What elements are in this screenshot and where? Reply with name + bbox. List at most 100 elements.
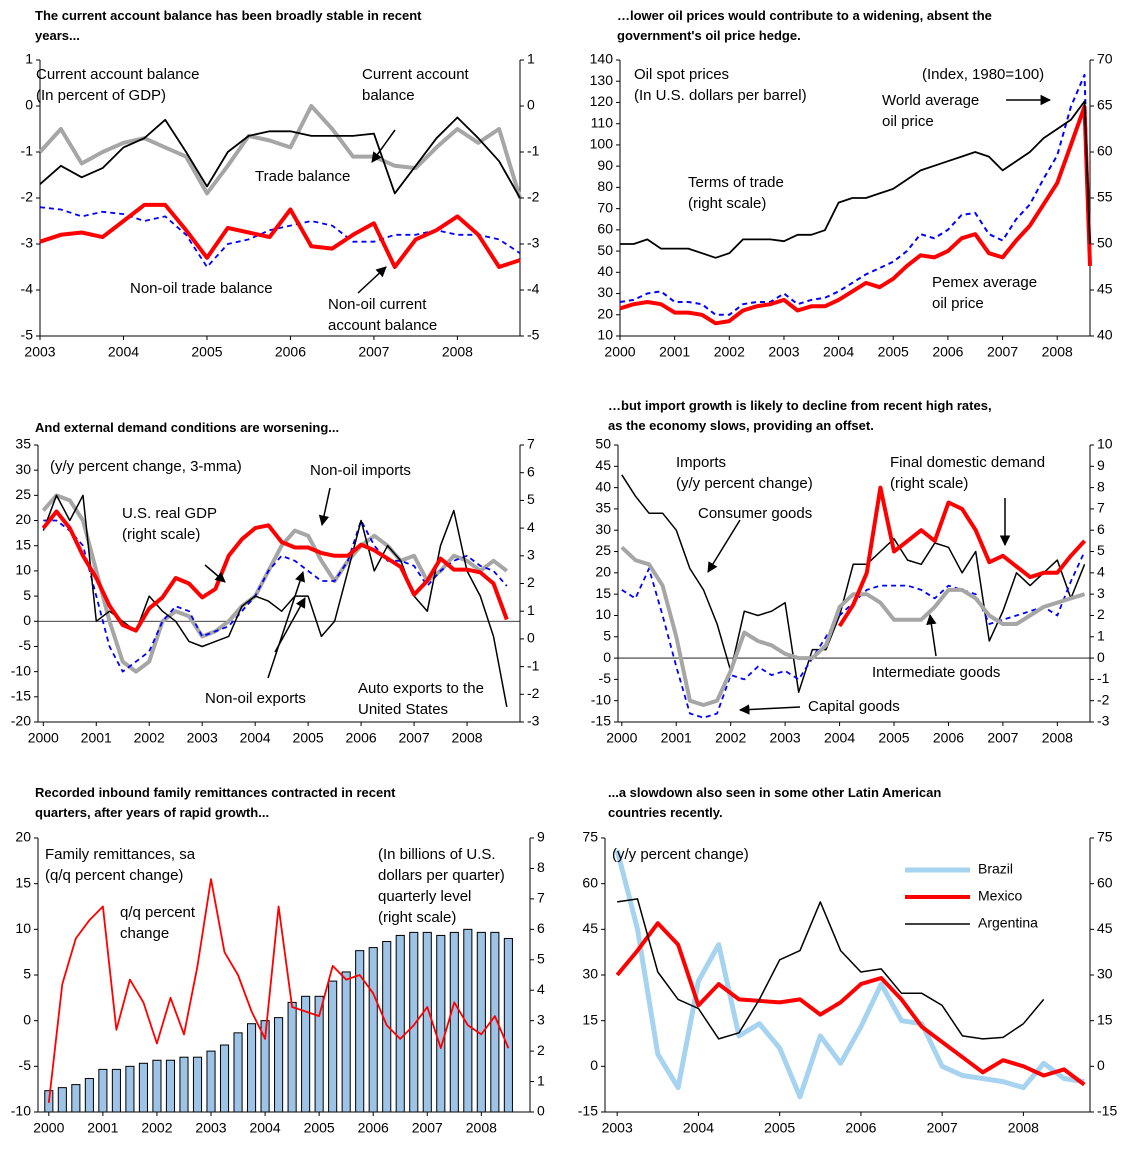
bar [341,971,351,1113]
x-tick-label: 2008 [1008,1120,1039,1136]
y2-tick-label: 15 [1097,1011,1113,1027]
y-tick-label: 100 [590,136,614,152]
y-tick-label: -5 [19,1057,32,1073]
bar [328,980,338,1113]
y2-tick-label: -3 [1097,713,1110,729]
y-tick-label: 70 [597,199,613,215]
annotation-arrow [357,266,387,294]
series-label: World average oil price [882,92,980,130]
y-tick-label: -20 [11,713,31,729]
y-tick-label: -15 [591,713,611,729]
series-label: U.S. real GDP (right scale) [122,505,218,543]
y2-tick-label: 50 [1097,235,1113,251]
x-tick-label: 2007 [987,344,1018,360]
chart-title: …lower oil prices would contribute to a … [617,8,992,43]
x-tick-label: 2008 [466,1120,497,1136]
y-tick-label: -5 [19,637,32,653]
y2-tick-label: 1 [527,51,535,67]
y-tick-label: 20 [595,564,611,580]
bar [503,937,513,1113]
y-tick-label: 15 [595,585,611,601]
y2-tick-label: 40 [1097,327,1113,343]
y-tick-label: 0 [603,649,611,665]
series-label: q/q percent change [120,904,196,942]
bar [247,1023,257,1113]
y-tick-label: 90 [597,157,613,173]
chart-note: (Index, 1980=100) [922,66,1045,83]
x-tick-label: 2002 [141,1120,172,1136]
y2-tick-label: 65 [1097,97,1113,113]
bar [219,1044,230,1113]
x-tick-label: 2006 [845,1120,876,1136]
y2-tick-label: -1 [1097,670,1110,686]
y-tick-label: 10 [15,920,31,936]
y2-tick-label: -3 [527,713,540,729]
bar [165,1059,176,1113]
chart-subtitle: Imports (y/y percent change) [676,454,813,492]
x-tick-label: 2000 [28,730,59,746]
y-tick-label: -10 [11,1103,31,1119]
x-tick-label: 2007 [358,344,389,360]
y2-tick-label: -4 [527,281,540,297]
y-tick-label: 60 [597,221,613,237]
chart-title: The current account balance has been bro… [35,8,422,43]
y2-tick-label: 5 [1097,542,1105,558]
y-tick-label: 130 [590,72,614,88]
bar [287,1001,297,1113]
x-tick-label: 2006 [275,344,306,360]
series-label: Non-oil current account balance [328,296,438,334]
series-line [41,493,509,674]
series-label: Final domestic demand (right scale) [890,454,1046,492]
series-line [41,509,509,633]
x-tick-label: 2001 [659,344,690,360]
y-tick-label: 20 [15,829,31,845]
chart-subtitle: (y/y percent change, 3-mma) [50,458,242,475]
y2-tick-label: -2 [1097,691,1110,707]
y-tick-label: 40 [597,263,613,279]
y-tick-label: 15 [15,536,31,552]
y-tick-label: 25 [595,542,611,558]
y-tick-label: 20 [15,511,31,527]
bar [355,950,365,1113]
y2-tick-label: 1 [537,1072,545,1088]
y2-tick-label: 0 [1097,649,1105,665]
x-tick-label: 2003 [768,344,799,360]
y-tick-label: -15 [578,1103,598,1119]
x-tick-label: 2003 [187,730,218,746]
x-tick-label: 2004 [108,344,139,360]
series-line [39,202,521,269]
x-tick-label: 2007 [987,730,1018,746]
y2-tick-label: 1 [527,602,535,618]
x-tick-label: 2003 [195,1120,226,1136]
series-label: Trade balance [255,168,351,185]
series-line [619,104,1092,326]
x-tick-label: 2006 [358,1120,389,1136]
y-tick-label: 45 [582,920,598,936]
bar [84,1078,94,1113]
annotation-arrow [318,487,331,527]
x-tick-label: 2004 [823,344,854,360]
y2-tick-label: 3 [1097,585,1105,601]
x-tick-label: 2002 [714,344,745,360]
y2-tick-label: 5 [527,491,535,507]
x-tick-label: 2005 [878,730,909,746]
y-tick-label: -5 [21,327,34,343]
series-line [617,898,1045,1040]
x-tick-label: 2001 [81,730,112,746]
bar [395,934,405,1113]
chart-subtitle: Family remittances, sa (q/q percent chan… [45,846,196,884]
bar [98,1068,108,1113]
y-tick-label: -1 [21,143,34,159]
x-tick-label: 2006 [932,344,963,360]
x-tick-label: 2001 [661,730,692,746]
y2-tick-label: 45 [1097,920,1113,936]
y2-tick-label: -2 [527,189,540,205]
chart-title: Recorded inbound family remittances cont… [35,785,396,820]
bar [476,931,486,1113]
x-tick-label: 2002 [715,730,746,746]
series-line [47,878,510,1104]
series-label: Intermediate goods [872,664,1001,681]
y2-tick-label: 5 [537,950,545,966]
y2-tick-label: 75 [1097,829,1113,845]
